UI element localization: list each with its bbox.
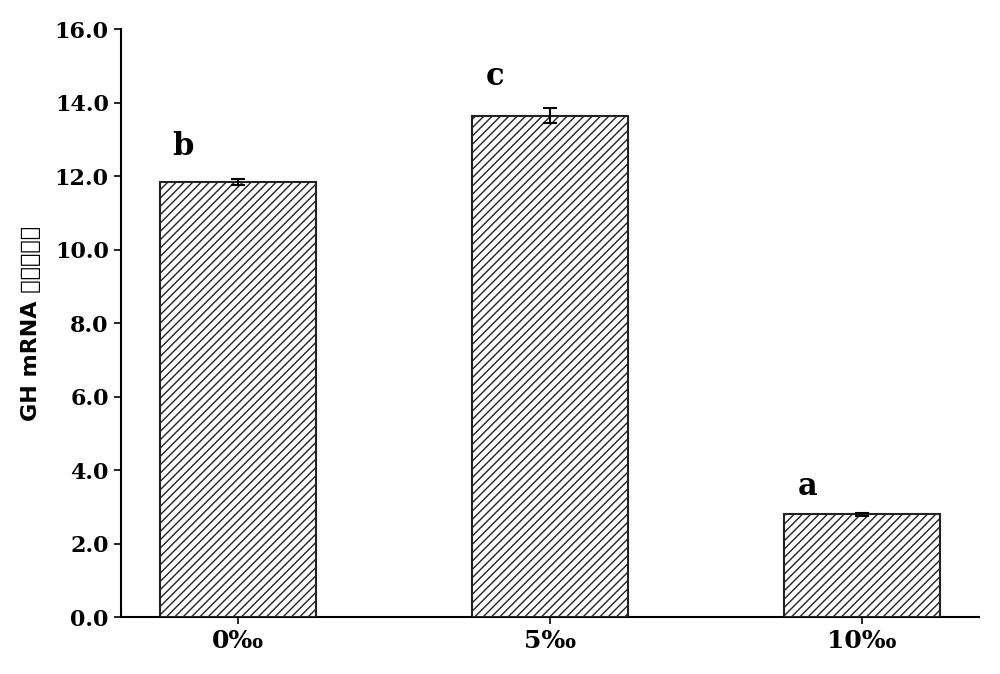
Y-axis label: GH mRNA 相对表达量: GH mRNA 相对表达量 bbox=[21, 226, 41, 421]
Text: c: c bbox=[486, 61, 505, 92]
Bar bbox=[472, 116, 628, 617]
Text: a: a bbox=[798, 470, 817, 501]
Text: b: b bbox=[172, 131, 194, 162]
Bar bbox=[160, 182, 316, 617]
Bar bbox=[784, 514, 940, 617]
